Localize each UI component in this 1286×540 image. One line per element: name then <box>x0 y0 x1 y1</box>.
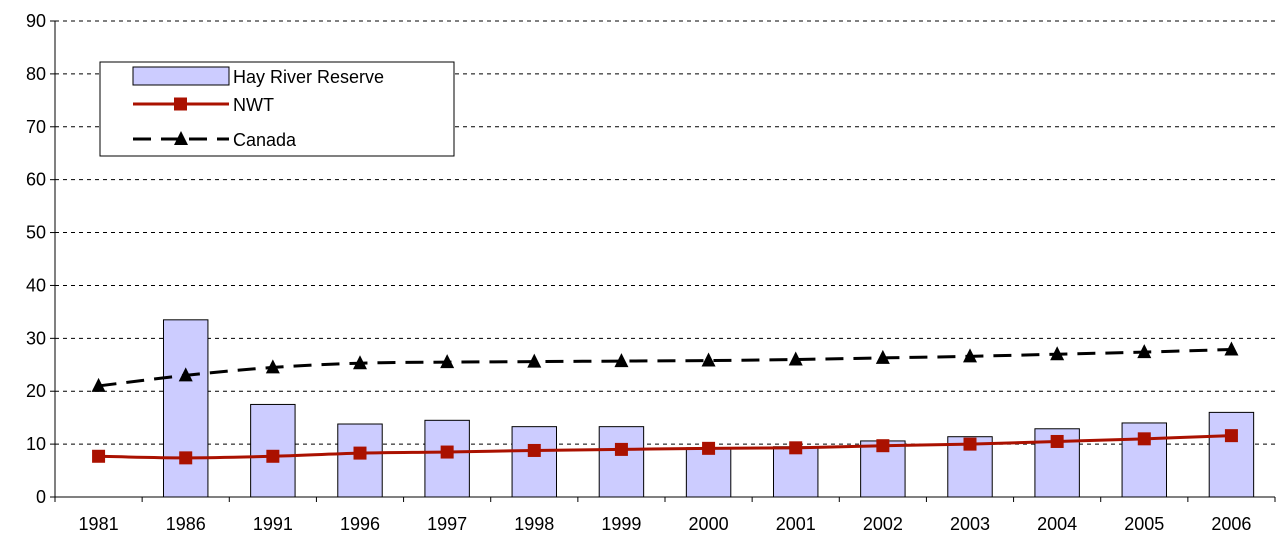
y-tick-label: 10 <box>26 434 46 454</box>
point-canada <box>1050 346 1065 361</box>
bar-series-hay-river-reserve <box>162 319 1255 498</box>
line-series <box>91 341 1239 465</box>
point-canada <box>788 351 803 366</box>
point-nwt <box>1224 429 1238 443</box>
point-nwt <box>92 449 106 463</box>
x-tick-label: 1991 <box>253 514 293 534</box>
legend-marker-nwt <box>174 97 187 111</box>
y-tick-label: 30 <box>26 328 46 348</box>
x-tick-label: 2002 <box>863 514 903 534</box>
point-canada <box>527 353 542 368</box>
legend-label-canada: Canada <box>233 130 297 150</box>
series-line-canada <box>98 347 1232 388</box>
x-tick-label: 2004 <box>1037 514 1077 534</box>
x-axis-ticks: 1981 1986 1991 1996 1997 1998 1999 2000 2001 2002… <box>54 497 1276 534</box>
x-tick-label: 2006 <box>1211 514 1251 534</box>
y-tick-label: 20 <box>26 381 46 401</box>
point-canada <box>91 377 106 392</box>
point-nwt <box>440 445 454 459</box>
x-tick-label: 2001 <box>776 514 816 534</box>
x-tick-label: 1999 <box>601 514 641 534</box>
bar <box>598 426 645 498</box>
point-canada <box>614 353 629 368</box>
y-tick-label: 60 <box>26 170 46 190</box>
x-tick-label: 2000 <box>689 514 729 534</box>
point-nwt <box>1137 432 1151 446</box>
bar <box>511 426 558 498</box>
point-canada <box>875 349 890 364</box>
point-nwt <box>1050 434 1064 448</box>
point-canada <box>178 367 193 382</box>
legend-label-nwt: NWT <box>233 95 274 115</box>
bar <box>250 403 296 498</box>
y-tick-label: 50 <box>26 223 46 243</box>
x-tick-label: 1981 <box>79 514 119 534</box>
point-nwt <box>179 451 193 465</box>
x-tick-label: 1996 <box>340 514 380 534</box>
x-tick-label: 1997 <box>427 514 467 534</box>
bar <box>162 319 209 498</box>
bar <box>337 423 383 498</box>
series-line-nwt <box>98 434 1232 460</box>
point-nwt <box>963 437 977 451</box>
legend-marker-canada <box>174 131 188 145</box>
y-tick-label: 80 <box>26 64 46 84</box>
y-tick-label: 90 <box>26 11 46 31</box>
point-nwt <box>789 441 803 455</box>
point-canada <box>440 354 455 369</box>
y-axis-ticks: 0 10 20 30 40 50 60 70 80 90 <box>26 11 55 507</box>
point-nwt <box>266 449 280 463</box>
y-tick-label: 0 <box>36 487 46 507</box>
bar <box>685 447 732 498</box>
point-canada <box>353 355 367 370</box>
x-tick-label: 2003 <box>950 514 990 534</box>
x-tick-label: 2005 <box>1124 514 1164 534</box>
point-nwt <box>876 439 890 453</box>
x-tick-label: 1998 <box>514 514 554 534</box>
legend: Hay River Reserve NWT Canada <box>99 61 455 157</box>
point-canada <box>1137 344 1152 359</box>
legend-swatch-hay-river-reserve <box>132 66 230 86</box>
x-tick-label: 1986 <box>166 514 206 534</box>
legend-label-hay-river-reserve: Hay River Reserve <box>233 67 384 87</box>
point-nwt <box>353 446 367 460</box>
point-nwt <box>702 441 716 455</box>
point-canada <box>265 359 280 374</box>
bar <box>424 419 470 498</box>
bar <box>1208 411 1255 498</box>
point-nwt <box>527 443 541 457</box>
point-nwt <box>614 442 628 456</box>
y-tick-label: 70 <box>26 117 46 137</box>
point-canada <box>701 352 716 367</box>
point-canada <box>1224 341 1239 356</box>
y-tick-label: 40 <box>26 275 46 295</box>
point-canada <box>963 348 977 363</box>
